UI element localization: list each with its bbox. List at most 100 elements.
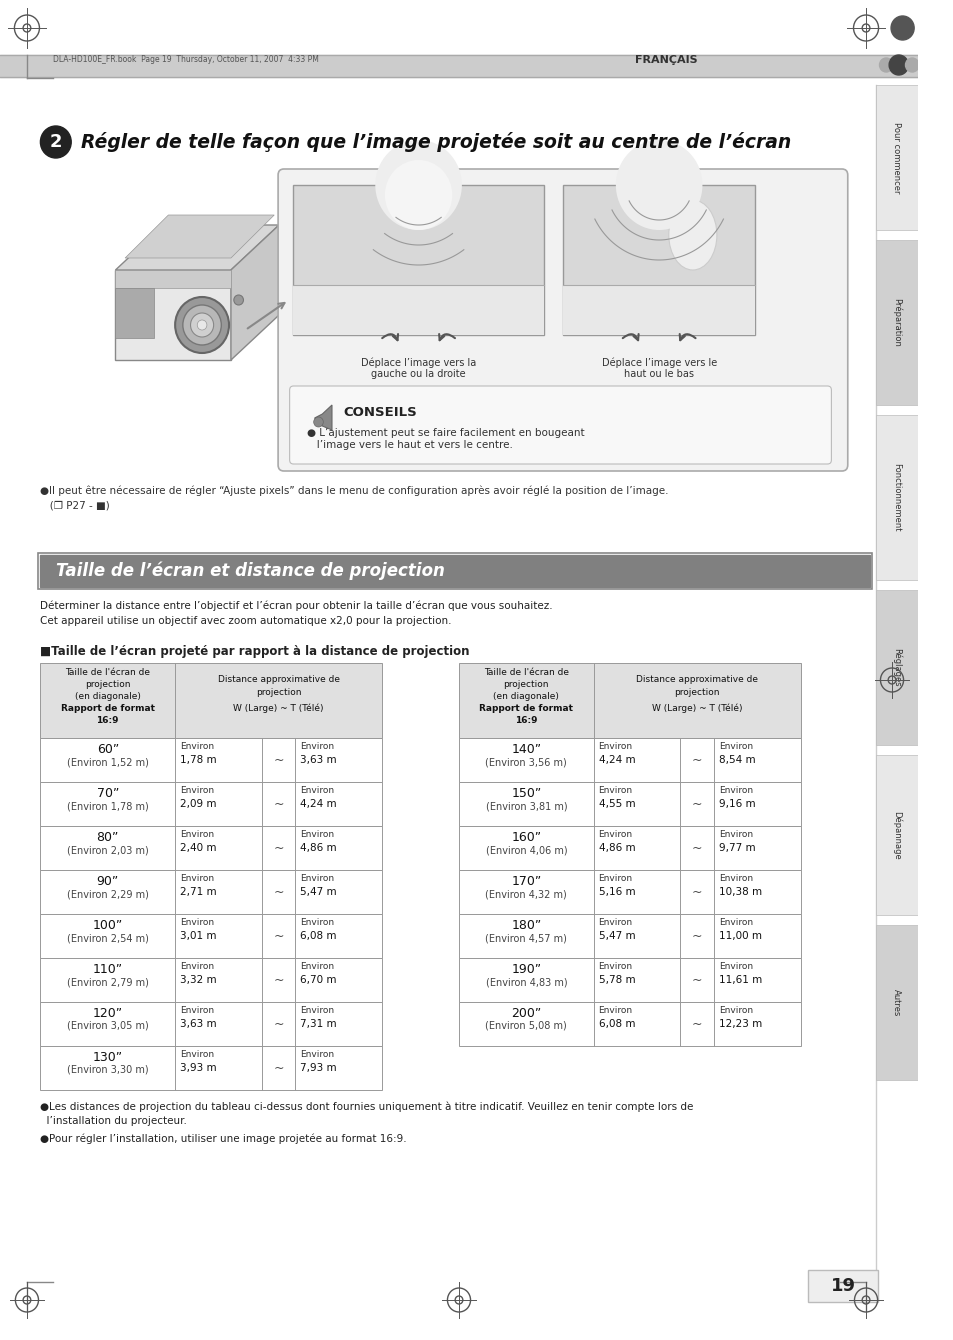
- Bar: [40, 958, 381, 1002]
- Text: 3,32 m: 3,32 m: [180, 976, 216, 985]
- Circle shape: [375, 139, 461, 230]
- FancyBboxPatch shape: [278, 169, 847, 470]
- Text: W (Large) ~ T (Télé): W (Large) ~ T (Télé): [233, 704, 323, 713]
- Text: Pour commencer: Pour commencer: [891, 122, 901, 193]
- Text: Environ: Environ: [718, 787, 752, 795]
- Text: Environ: Environ: [300, 1051, 334, 1059]
- Text: 4,86 m: 4,86 m: [598, 843, 635, 854]
- Text: ~: ~: [691, 886, 701, 899]
- Text: Environ: Environ: [180, 874, 213, 883]
- Text: W (Large) ~ T (Télé): W (Large) ~ T (Télé): [651, 704, 741, 713]
- Text: Autres: Autres: [891, 989, 901, 1016]
- Text: Environ: Environ: [718, 742, 752, 750]
- Text: (Environ 2,03 m): (Environ 2,03 m): [67, 846, 149, 855]
- Text: 11,00 m: 11,00 m: [718, 931, 761, 941]
- Bar: [458, 825, 800, 870]
- Bar: [458, 914, 800, 958]
- Text: Distance approximative de: Distance approximative de: [217, 675, 339, 683]
- Text: 3,93 m: 3,93 m: [180, 1063, 216, 1073]
- Text: Préparation: Préparation: [891, 297, 901, 347]
- Text: 9,77 m: 9,77 m: [718, 843, 755, 854]
- Text: 6,08 m: 6,08 m: [598, 1018, 635, 1029]
- Text: 90”: 90”: [96, 875, 119, 888]
- Bar: [40, 738, 381, 783]
- Text: Rapport de format: Rapport de format: [478, 704, 573, 713]
- Text: 3,01 m: 3,01 m: [180, 931, 216, 941]
- Text: Environ: Environ: [300, 742, 334, 750]
- Text: 60”: 60”: [96, 742, 119, 756]
- Text: 8,54 m: 8,54 m: [718, 754, 755, 765]
- Bar: [562, 285, 755, 335]
- Text: ~: ~: [274, 753, 284, 766]
- Text: 6,08 m: 6,08 m: [300, 931, 336, 941]
- Text: (Environ 4,32 m): (Environ 4,32 m): [485, 888, 567, 899]
- Bar: [38, 553, 871, 590]
- Text: Environ: Environ: [598, 829, 632, 839]
- Circle shape: [384, 159, 452, 230]
- Text: 120”: 120”: [92, 1006, 123, 1020]
- Text: ●Il peut être nécessaire de régler “Ajuste pixels” dans le menu de configuration: ●Il peut être nécessaire de régler “Ajus…: [40, 485, 668, 496]
- Text: ~: ~: [274, 1017, 284, 1030]
- Bar: [458, 738, 800, 783]
- Bar: [458, 1002, 800, 1047]
- Text: ~: ~: [274, 842, 284, 855]
- Text: Déterminer la distance entre l’objectif et l’écran pour obtenir la taille d’écra: Déterminer la distance entre l’objectif …: [40, 600, 553, 611]
- Text: ●Les distances de projection du tableau ci-dessus dont fournies uniquement à tit: ●Les distances de projection du tableau …: [40, 1101, 693, 1112]
- Text: 70”: 70”: [96, 787, 119, 800]
- Text: 2,09 m: 2,09 m: [180, 799, 216, 809]
- Text: ~: ~: [691, 1017, 701, 1030]
- Text: 12,23 m: 12,23 m: [718, 1018, 761, 1029]
- Text: (Environ 3,30 m): (Environ 3,30 m): [67, 1065, 149, 1075]
- Text: 2,71 m: 2,71 m: [180, 887, 216, 896]
- Bar: [0, 55, 917, 76]
- Text: 4,24 m: 4,24 m: [598, 754, 635, 765]
- Text: (Environ 4,57 m): (Environ 4,57 m): [485, 933, 567, 943]
- Text: Taille de l’écran et distance de projection: Taille de l’écran et distance de project…: [56, 561, 444, 580]
- Text: Environ: Environ: [598, 918, 632, 927]
- Bar: [294, 285, 543, 335]
- Text: ~: ~: [691, 973, 701, 986]
- Bar: [294, 185, 543, 335]
- Text: ●Pour régler l’installation, utiliser une image projetée au format 16:9.: ●Pour régler l’installation, utiliser un…: [40, 1134, 407, 1144]
- Text: Environ: Environ: [180, 829, 213, 839]
- Circle shape: [890, 16, 913, 40]
- Text: (Environ 3,05 m): (Environ 3,05 m): [67, 1021, 149, 1030]
- Circle shape: [888, 55, 907, 75]
- Text: Environ: Environ: [180, 962, 213, 972]
- Text: 19: 19: [829, 1277, 855, 1294]
- Text: 150”: 150”: [511, 787, 541, 800]
- Text: ~: ~: [274, 1061, 284, 1075]
- Text: (❐ P27 - ■): (❐ P27 - ■): [40, 500, 110, 511]
- Text: (Environ 1,78 m): (Environ 1,78 m): [67, 801, 149, 811]
- Circle shape: [233, 295, 243, 306]
- Text: Environ: Environ: [718, 874, 752, 883]
- Bar: [115, 269, 231, 288]
- Polygon shape: [231, 225, 279, 360]
- Text: Environ: Environ: [180, 918, 213, 927]
- Text: Environ: Environ: [598, 1006, 632, 1014]
- Circle shape: [904, 58, 918, 72]
- Text: 6,70 m: 6,70 m: [300, 976, 336, 985]
- Bar: [875, 84, 917, 230]
- Text: 180”: 180”: [511, 919, 541, 933]
- Bar: [875, 754, 917, 915]
- Text: (Environ 2,29 m): (Environ 2,29 m): [67, 888, 149, 899]
- Text: Réglages: Réglages: [891, 649, 901, 687]
- Text: 3,63 m: 3,63 m: [180, 1018, 216, 1029]
- Text: Taille de l'écran de: Taille de l'écran de: [65, 669, 151, 677]
- Polygon shape: [115, 269, 231, 360]
- Text: CONSEILS: CONSEILS: [343, 406, 416, 419]
- Text: projection: projection: [674, 687, 720, 697]
- Text: Environ: Environ: [180, 787, 213, 795]
- Text: 2: 2: [50, 133, 62, 151]
- Text: (Environ 2,54 m): (Environ 2,54 m): [67, 933, 149, 943]
- Text: Régler de telle façon que l’image projetée soit au centre de l’écran: Régler de telle façon que l’image projet…: [81, 133, 790, 151]
- Text: Environ: Environ: [300, 918, 334, 927]
- Text: Déplace l’image vers la
gauche ou la droite: Déplace l’image vers la gauche ou la dro…: [360, 356, 476, 379]
- Text: 4,55 m: 4,55 m: [598, 799, 635, 809]
- Bar: [40, 663, 381, 738]
- Circle shape: [40, 126, 71, 158]
- Bar: [40, 870, 381, 914]
- FancyBboxPatch shape: [290, 386, 830, 464]
- Bar: [875, 240, 917, 405]
